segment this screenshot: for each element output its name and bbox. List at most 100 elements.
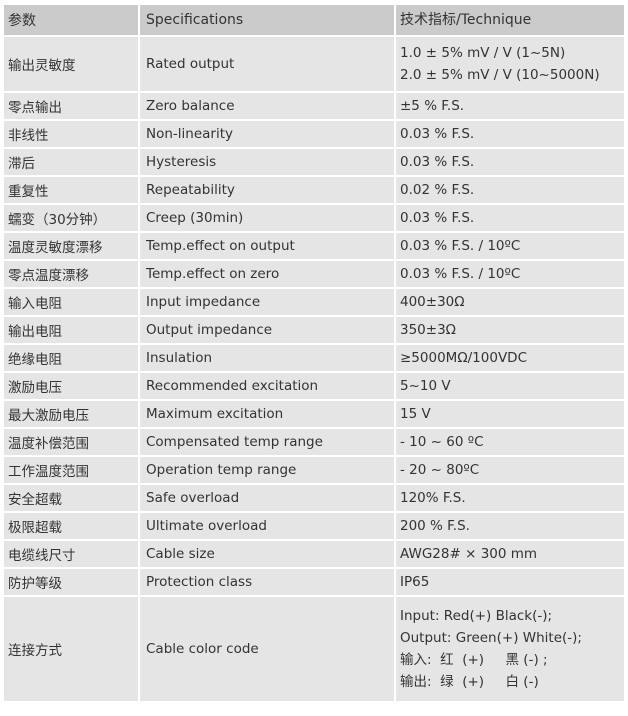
value-line: 1.0 ± 5% mV / V (1~5N) <box>400 45 566 61</box>
param-value: 5~10 V <box>396 373 624 399</box>
param-cn: 工作温度范围 <box>4 457 138 483</box>
param-en: Cable color code <box>140 597 394 701</box>
spec-table: 参数 Specifications 技术指标/Technique 输出灵敏度 Ra… <box>2 3 626 703</box>
value-line: IP65 <box>400 574 430 590</box>
param-en: Insulation <box>140 345 394 371</box>
param-value: 0.03 % F.S. <box>396 149 624 175</box>
value-line: - 20 ~ 80ºC <box>400 462 480 478</box>
param-cn: 电缆线尺寸 <box>4 541 138 567</box>
param-value: 120% F.S. <box>396 485 624 511</box>
param-cn: 输入电阻 <box>4 289 138 315</box>
value-line: 0.03 % F.S. <box>400 126 475 142</box>
param-value: 15 V <box>396 401 624 427</box>
value-line: 0.02 % F.S. <box>400 182 475 198</box>
param-value: IP65 <box>396 569 624 595</box>
param-value: Input: Red(+) Black(-); Output: Green(+) … <box>396 597 624 701</box>
param-cn: 重复性 <box>4 177 138 203</box>
param-en: Temp.effect on output <box>140 233 394 259</box>
header-param: 参数 <box>4 5 138 35</box>
param-value: 200 % F.S. <box>396 513 624 539</box>
table-row: 输出灵敏度 Rated output 1.0 ± 5% mV / V (1~5N) 2… <box>4 37 624 91</box>
table-row: 温度补偿范围 Compensated temp range - 10 ~ 60 ºC <box>4 429 624 455</box>
value-line: 0.03 % F.S. / 10ºC <box>400 266 521 282</box>
param-en: Rated output <box>140 37 394 91</box>
param-cn: 非线性 <box>4 121 138 147</box>
param-cn: 输出灵敏度 <box>4 37 138 91</box>
table-row: 电缆线尺寸 Cable size AWG28# × 300 mm <box>4 541 624 567</box>
param-en: Creep (30min) <box>140 205 394 231</box>
param-en: Recommended excitation <box>140 373 394 399</box>
param-en: Maximum excitation <box>140 401 394 427</box>
value-line: - 10 ~ 60 ºC <box>400 434 484 450</box>
table-row: 防护等级 Protection class IP65 <box>4 569 624 595</box>
param-en: Protection class <box>140 569 394 595</box>
param-value: - 20 ~ 80ºC <box>396 457 624 483</box>
value-line: ≥5000MΩ/100VDC <box>400 350 528 366</box>
param-en: Temp.effect on zero <box>140 261 394 287</box>
value-line: 200 % F.S. <box>400 518 470 534</box>
param-value: 350±3Ω <box>396 317 624 343</box>
param-value: 0.03 % F.S. <box>396 121 624 147</box>
param-cn: 绝缘电阻 <box>4 345 138 371</box>
param-cn: 零点输出 <box>4 93 138 119</box>
param-en: Input impedance <box>140 289 394 315</box>
table-row: 输出电阻 Output impedance 350±3Ω <box>4 317 624 343</box>
value-line: 输入: 红 (+) 黑 (-) ; <box>400 652 548 668</box>
param-en: Compensated temp range <box>140 429 394 455</box>
value-line: ±5 % F.S. <box>400 98 465 114</box>
param-en: Operation temp range <box>140 457 394 483</box>
value-line: 400±30Ω <box>400 294 465 310</box>
value-line: AWG28# × 300 mm <box>400 546 538 562</box>
param-en: Safe overload <box>140 485 394 511</box>
value-line: 输出: 绿 (+) 白 (-) <box>400 674 539 690</box>
value-line: 120% F.S. <box>400 490 466 506</box>
table-row: 蠕变（30分钟） Creep (30min) 0.03 % F.S. <box>4 205 624 231</box>
param-value: 1.0 ± 5% mV / V (1~5N) 2.0 ± 5% mV / V (1… <box>396 37 624 91</box>
param-cn: 激励电压 <box>4 373 138 399</box>
param-cn: 滞后 <box>4 149 138 175</box>
value-line: 15 V <box>400 406 431 422</box>
param-value: ±5 % F.S. <box>396 93 624 119</box>
param-value: 0.03 % F.S. / 10ºC <box>396 233 624 259</box>
table-row: 重复性 Repeatability 0.02 % F.S. <box>4 177 624 203</box>
param-value: 400±30Ω <box>396 289 624 315</box>
table-row: 滞后 Hysteresis 0.03 % F.S. <box>4 149 624 175</box>
param-en: Repeatability <box>140 177 394 203</box>
param-en: Cable size <box>140 541 394 567</box>
param-cn: 温度补偿范围 <box>4 429 138 455</box>
param-value: 0.03 % F.S. <box>396 205 624 231</box>
table-row: 激励电压 Recommended excitation 5~10 V <box>4 373 624 399</box>
table-row: 极限超载 Ultimate overload 200 % F.S. <box>4 513 624 539</box>
table-row: 工作温度范围 Operation temp range - 20 ~ 80ºC <box>4 457 624 483</box>
table-row: 输入电阻 Input impedance 400±30Ω <box>4 289 624 315</box>
value-line: 350±3Ω <box>400 322 456 338</box>
param-value: 0.02 % F.S. <box>396 177 624 203</box>
table-row: 温度灵敏度漂移 Temp.effect on output 0.03 % F.S. … <box>4 233 624 259</box>
param-cn: 零点温度漂移 <box>4 261 138 287</box>
param-cn: 温度灵敏度漂移 <box>4 233 138 259</box>
param-en: Ultimate overload <box>140 513 394 539</box>
param-cn: 连接方式 <box>4 597 138 701</box>
table-row: 绝缘电阻 Insulation ≥5000MΩ/100VDC <box>4 345 624 371</box>
header-technique: 技术指标/Technique <box>396 5 624 35</box>
param-en: Output impedance <box>140 317 394 343</box>
param-en: Hysteresis <box>140 149 394 175</box>
param-cn: 极限超载 <box>4 513 138 539</box>
table-row: 连接方式 Cable color code Input: Red(+) Black(… <box>4 597 624 701</box>
value-line: 0.03 % F.S. <box>400 154 475 170</box>
value-line: 5~10 V <box>400 378 451 394</box>
header-row: 参数 Specifications 技术指标/Technique <box>4 5 624 35</box>
value-line: 2.0 ± 5% mV / V (10~5000N) <box>400 67 600 83</box>
param-cn: 蠕变（30分钟） <box>4 205 138 231</box>
table-row: 零点温度漂移 Temp.effect on zero 0.03 % F.S. / 1… <box>4 261 624 287</box>
param-cn: 输出电阻 <box>4 317 138 343</box>
value-line: 0.03 % F.S. / 10ºC <box>400 238 521 254</box>
param-cn: 安全超载 <box>4 485 138 511</box>
header-spec: Specifications <box>140 5 394 35</box>
param-en: Zero balance <box>140 93 394 119</box>
param-value: 0.03 % F.S. / 10ºC <box>396 261 624 287</box>
table-row: 非线性 Non-linearity 0.03 % F.S. <box>4 121 624 147</box>
table-row: 安全超载 Safe overload 120% F.S. <box>4 485 624 511</box>
param-cn: 最大激励电压 <box>4 401 138 427</box>
value-line: 0.03 % F.S. <box>400 210 475 226</box>
